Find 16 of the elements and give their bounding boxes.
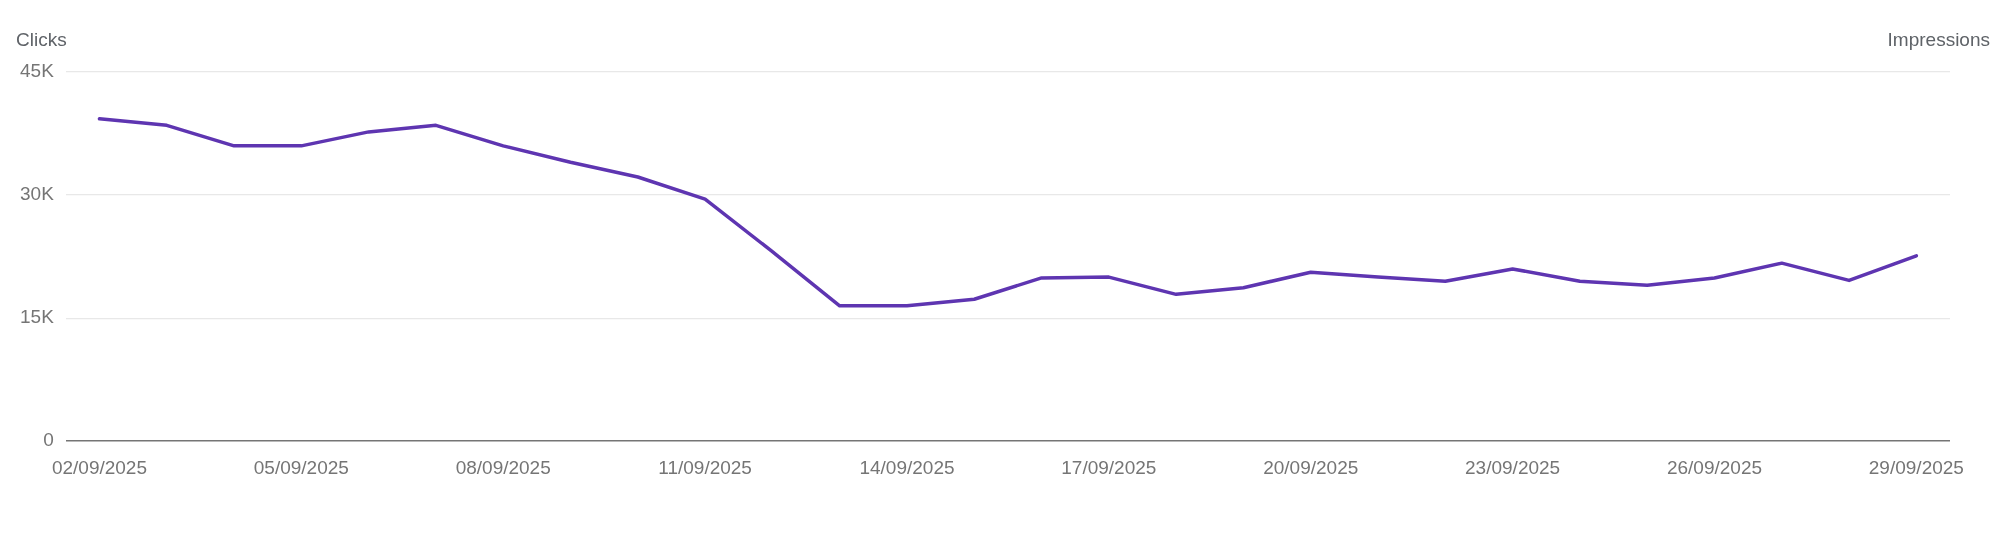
y-tick-label: 30K [19,183,55,205]
x-tick-label: 05/09/2025 [253,456,349,478]
x-tick-label: 14/09/2025 [859,456,955,478]
x-tick-label: 29/09/2025 [1868,456,1964,478]
x-tick-label: 11/09/2025 [658,456,752,478]
x-tick-label: 17/09/2025 [1061,456,1157,478]
x-tick-label: 02/09/2025 [51,456,147,478]
x-tick-label: 08/09/2025 [455,456,551,478]
y-tick-label: 0 [43,429,54,451]
y2-axis-title: Impressions [1887,29,1990,50]
x-tick-label: 23/09/2025 [1465,456,1561,478]
y-tick-label: 45K [19,60,55,82]
y-tick-label: 15K [19,306,55,328]
x-tick-label: 26/09/2025 [1666,456,1763,478]
x-tick-label: 20/09/2025 [1263,456,1359,478]
y-axis-title: Clicks [16,29,67,50]
